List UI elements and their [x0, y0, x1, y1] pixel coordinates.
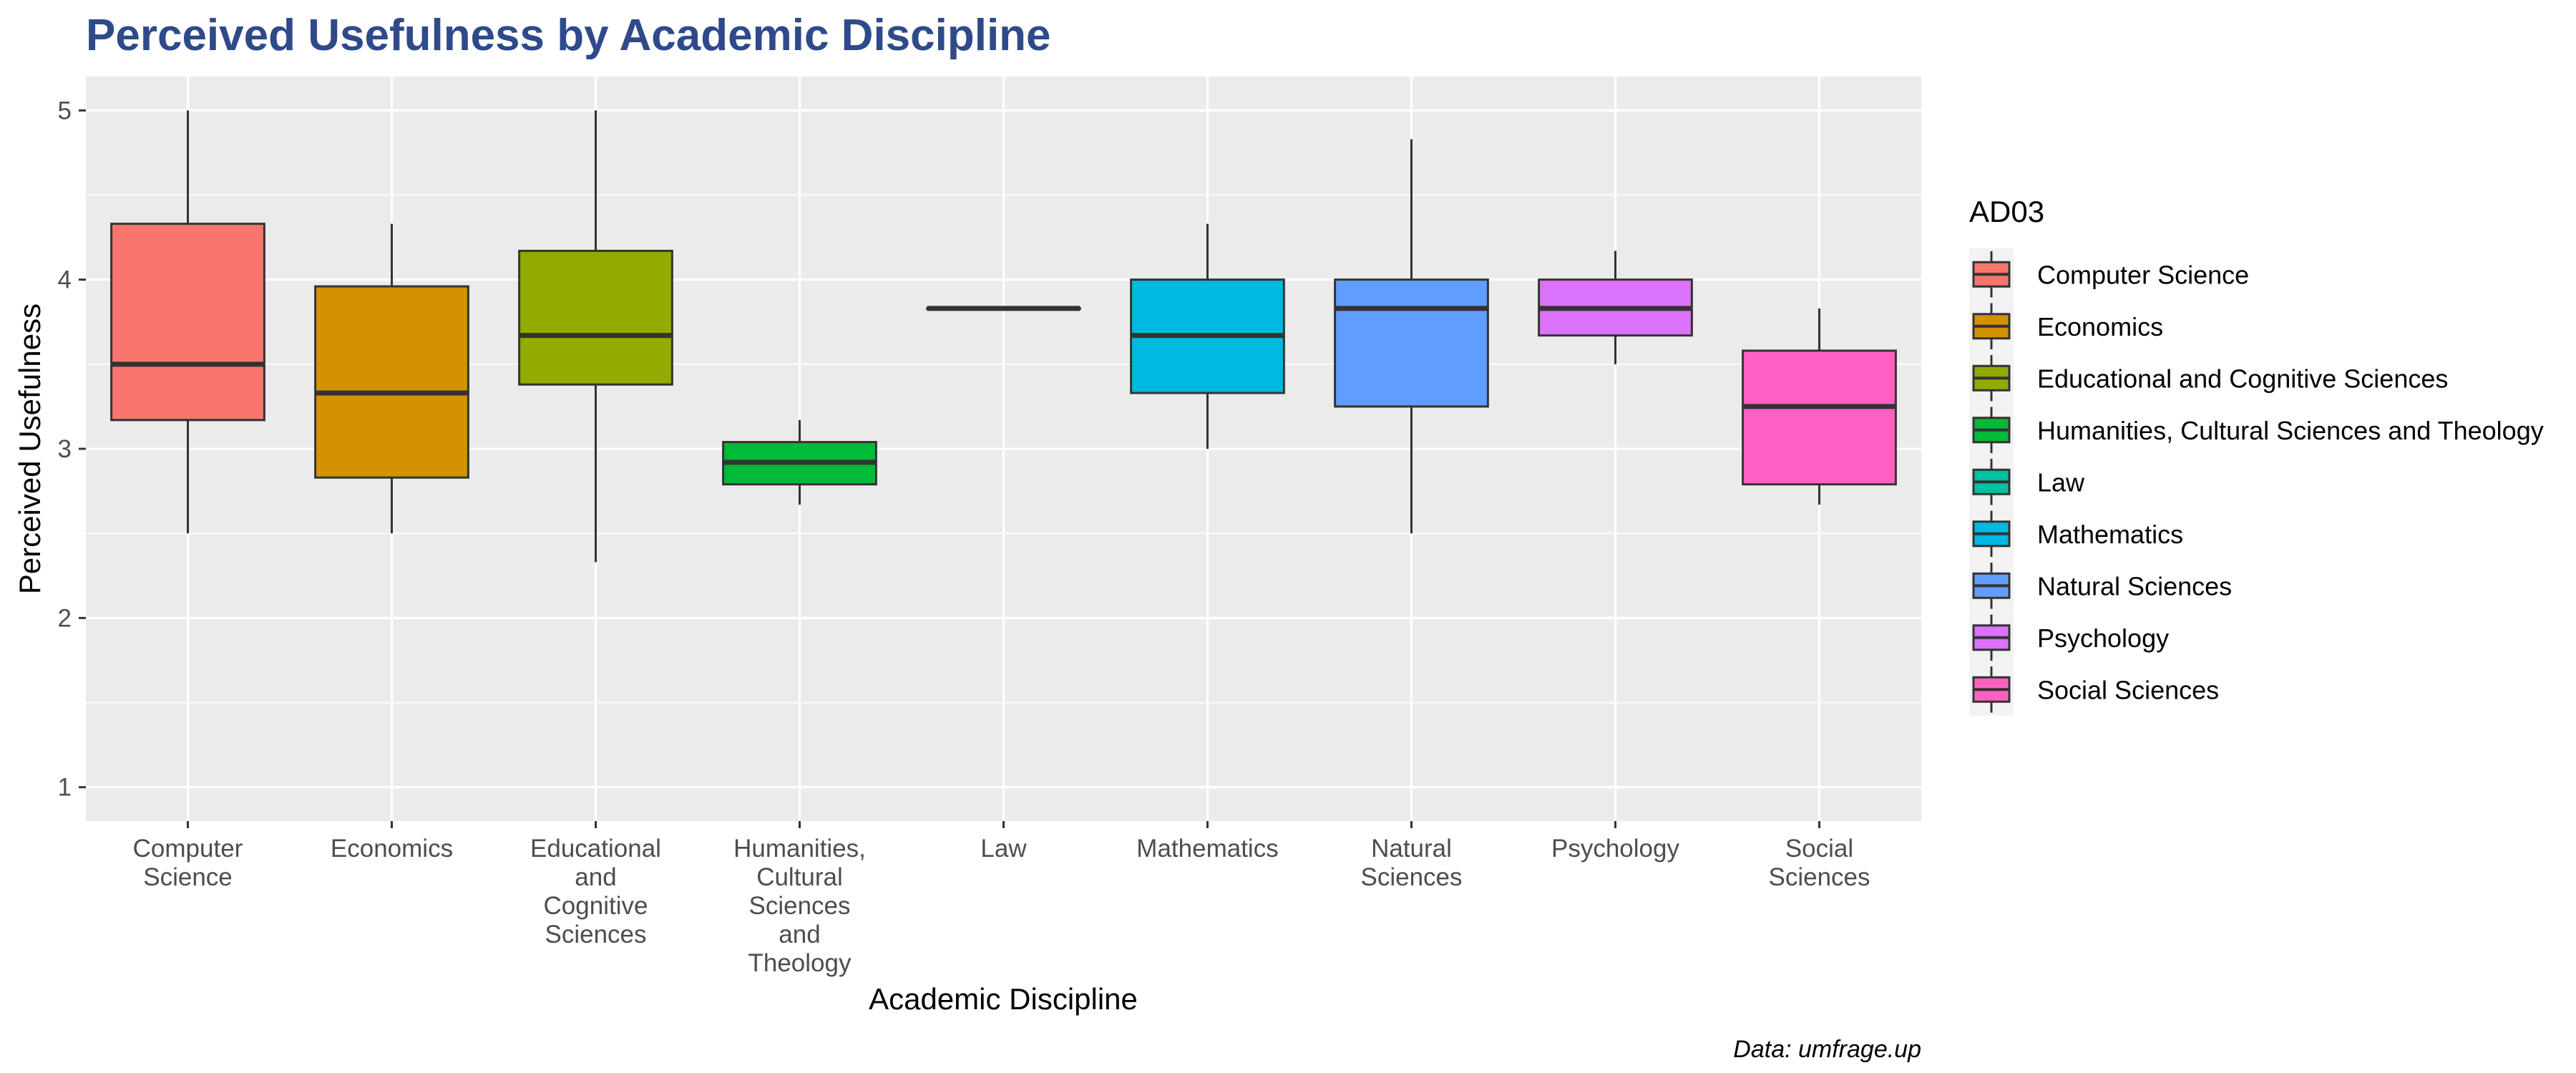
boxplot-psychology [1538, 251, 1693, 364]
legend-label: Social Sciences [2037, 675, 2219, 704]
y-tick-label: 4 [58, 266, 72, 294]
x-tick-label: Social Sciences [1768, 835, 1870, 891]
legend-label: Computer Science [2037, 260, 2249, 289]
legend-title: AD03 [1969, 195, 2044, 228]
x-tick-label: Educational and Cognitive Sciences [530, 835, 661, 948]
x-tick-label-line: Psychology [1551, 835, 1679, 863]
boxplot-computer-science [110, 110, 265, 534]
boxplot-economics [314, 223, 469, 534]
legend-key [1972, 407, 2011, 453]
legend-key [1972, 251, 2011, 298]
legend-key [1972, 666, 2011, 713]
y-tick-label: 1 [58, 774, 72, 802]
x-tick-label-line: Law [980, 835, 1027, 863]
y-axis-label: Perceived Usefulness [13, 304, 47, 594]
legend-label: Law [2037, 467, 2085, 497]
y-tick-label: 2 [58, 604, 72, 632]
x-tick-label-line: Mathematics [1136, 835, 1278, 863]
boxplots [110, 110, 1897, 563]
y-axis: 1 2 3 4 5 [58, 97, 86, 802]
x-tick-label: Computer Science [133, 835, 243, 891]
x-tick-label-line: Sciences [1360, 863, 1462, 891]
legend-label: Natural Sciences [2037, 571, 2232, 601]
legend-key [1972, 510, 2011, 557]
x-tick-label: Humanities, Cultural Sciences and Theology [733, 835, 866, 977]
box [314, 285, 469, 479]
x-tick-label: Economics [331, 835, 453, 863]
x-tick-label-line: Sciences [1768, 863, 1870, 891]
x-tick-label-line: Science [143, 863, 233, 891]
x-tick-label-line: Educational [530, 835, 661, 863]
x-tick-label-line: Economics [331, 835, 453, 863]
y-tick-label: 3 [58, 435, 72, 463]
boxplot-mathematics [1130, 223, 1285, 449]
x-tick-label-line: Cultural [756, 863, 843, 891]
legend-label: Mathematics [2037, 520, 2183, 549]
box [518, 249, 673, 386]
legend-key [1972, 563, 2011, 609]
legend-label: Economics [2037, 312, 2163, 341]
x-tick-label: Mathematics [1136, 835, 1278, 863]
x-tick-label-line: and [779, 921, 820, 948]
legend: AD03 Computer Science Economics Educationa… [1969, 195, 2544, 716]
x-tick-label: Natural Sciences [1360, 835, 1462, 891]
x-axis-label: Academic Discipline [869, 982, 1138, 1016]
y-tick-label: 5 [58, 97, 72, 125]
legend-label: Humanities, Cultural Sciences and Theolo… [2037, 416, 2544, 445]
legend-label: Psychology [2037, 623, 2169, 653]
legend-label: Educational and Cognitive Sciences [2037, 364, 2448, 393]
x-tick-label: Law [980, 835, 1027, 863]
x-tick-label-line: Sciences [748, 892, 850, 920]
boxplot-natural-sciences [1334, 139, 1489, 534]
x-tick-label-line: Humanities, [733, 835, 866, 863]
x-tick-label-line: Sciences [545, 921, 646, 948]
box [1742, 349, 1897, 486]
x-tick-label-line: Computer [133, 835, 243, 863]
legend-key [1972, 614, 2011, 661]
legend-key [1972, 355, 2011, 402]
x-tick-label-line: Social [1785, 835, 1853, 863]
x-tick-label: Psychology [1551, 835, 1679, 863]
x-tick-label-line: Theology [748, 949, 852, 977]
x-tick-label-line: Cognitive [544, 892, 648, 920]
boxplot-educational-and-cognitive-sciences [518, 110, 673, 563]
boxplot-social-sciences [1742, 308, 1897, 505]
caption: Data: umfrage.up [1733, 1036, 1921, 1063]
legend-key [1972, 303, 2011, 349]
box [1334, 278, 1489, 408]
x-tick-label-line: Natural [1371, 835, 1452, 863]
chart-title: Perceived Usefulness by Academic Discipl… [86, 11, 1051, 60]
boxplot-humanities-cultural-sciences-and-theology [722, 419, 877, 505]
x-tick-label-line: and [575, 863, 616, 891]
box [110, 223, 265, 422]
legend-key [1972, 459, 2011, 505]
